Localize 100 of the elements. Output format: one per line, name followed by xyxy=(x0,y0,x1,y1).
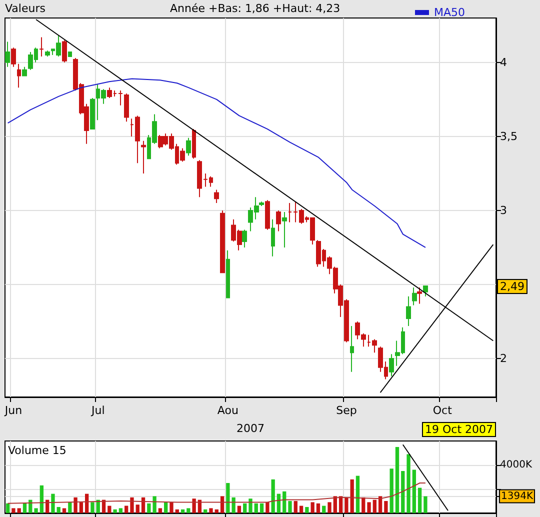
bar xyxy=(322,506,326,513)
bar xyxy=(170,502,174,513)
bar xyxy=(214,509,218,513)
y-tick-label: 4000K xyxy=(500,460,532,470)
bar xyxy=(395,447,400,513)
bar xyxy=(356,476,360,513)
candlestick xyxy=(412,286,417,306)
bar xyxy=(130,497,134,513)
y-tick-label: 4 xyxy=(500,56,507,69)
x-tick-label: Oct xyxy=(432,404,453,417)
bar xyxy=(344,497,348,513)
candlestick xyxy=(220,210,225,274)
candlestick xyxy=(124,93,129,122)
candlestick xyxy=(271,218,275,257)
candlestick xyxy=(406,296,411,326)
candlestick xyxy=(276,210,281,232)
bar xyxy=(350,479,354,513)
x-axis-title: 2007 xyxy=(236,422,264,435)
x-tick-label: Aou xyxy=(217,404,238,417)
bar xyxy=(175,509,179,513)
candlestick xyxy=(39,36,44,57)
candlestick xyxy=(45,50,50,57)
bar xyxy=(6,503,10,513)
bar xyxy=(237,506,242,513)
bar xyxy=(310,502,314,513)
bar xyxy=(136,504,140,513)
candlestick xyxy=(11,47,16,68)
candlestick xyxy=(350,325,354,372)
bar xyxy=(367,502,371,513)
bar xyxy=(294,501,298,513)
annotation: 2,49 xyxy=(500,280,524,293)
candlestick xyxy=(22,66,27,76)
bar xyxy=(333,496,337,513)
y-tick-label: 3 xyxy=(500,204,507,217)
bar xyxy=(164,502,168,513)
candlestick xyxy=(282,211,287,248)
bar xyxy=(406,454,410,513)
bar xyxy=(271,479,275,513)
bar xyxy=(12,508,16,513)
bar xyxy=(412,470,416,513)
bar xyxy=(180,509,185,513)
bar xyxy=(260,503,264,513)
bar xyxy=(328,502,332,513)
bar xyxy=(401,471,405,513)
bar xyxy=(108,506,112,513)
candlestick xyxy=(417,286,422,304)
bar xyxy=(220,496,224,513)
candlestick xyxy=(90,97,95,130)
bar xyxy=(266,502,270,513)
bar xyxy=(113,509,117,513)
candlestick xyxy=(68,52,72,57)
bar xyxy=(118,508,123,513)
bar xyxy=(74,497,78,513)
bar xyxy=(209,508,213,513)
candlestick xyxy=(118,90,123,106)
bar xyxy=(384,501,388,513)
text: 19 Oct 2007 xyxy=(424,423,494,436)
bar xyxy=(204,509,208,513)
bar xyxy=(34,508,38,513)
line-series xyxy=(7,78,426,248)
bar xyxy=(186,508,190,513)
bar xyxy=(372,500,376,513)
bar xyxy=(51,494,55,513)
candlestick xyxy=(226,250,230,298)
x-tick-label: Jul xyxy=(90,404,105,417)
bar xyxy=(40,485,44,513)
bar xyxy=(68,502,72,513)
bar xyxy=(62,508,66,513)
bar xyxy=(56,507,60,513)
bar xyxy=(378,496,382,513)
bar xyxy=(158,508,162,513)
candlestick xyxy=(265,200,270,230)
bar xyxy=(79,502,84,513)
bar xyxy=(85,494,89,513)
x-tick-label: Sep xyxy=(336,404,357,417)
bar xyxy=(299,506,304,513)
candlestick xyxy=(242,229,247,248)
y-tick-label: 1394K xyxy=(501,490,534,502)
bar xyxy=(424,496,428,513)
candlestick xyxy=(192,128,196,160)
candlestick xyxy=(62,40,67,63)
candlestick xyxy=(214,189,219,204)
candlestick xyxy=(5,41,10,68)
bar xyxy=(22,503,27,513)
candlestick xyxy=(389,354,394,377)
bar xyxy=(147,503,151,513)
legend-label: MA50 xyxy=(434,6,466,19)
bar xyxy=(248,498,252,513)
candlestick xyxy=(17,63,21,88)
bar xyxy=(418,488,422,513)
candlestick xyxy=(259,201,264,207)
x-tick-label: Jun xyxy=(4,404,22,417)
bar xyxy=(305,507,309,513)
chart-subtitle: Année +Bas: 1,86 +Haut: 4,23 xyxy=(170,2,340,15)
bar xyxy=(124,506,128,513)
candlestick xyxy=(141,140,146,174)
bar xyxy=(316,503,320,513)
bar xyxy=(288,501,292,513)
bar xyxy=(90,502,94,513)
y-tick-label: 2 xyxy=(500,352,507,366)
